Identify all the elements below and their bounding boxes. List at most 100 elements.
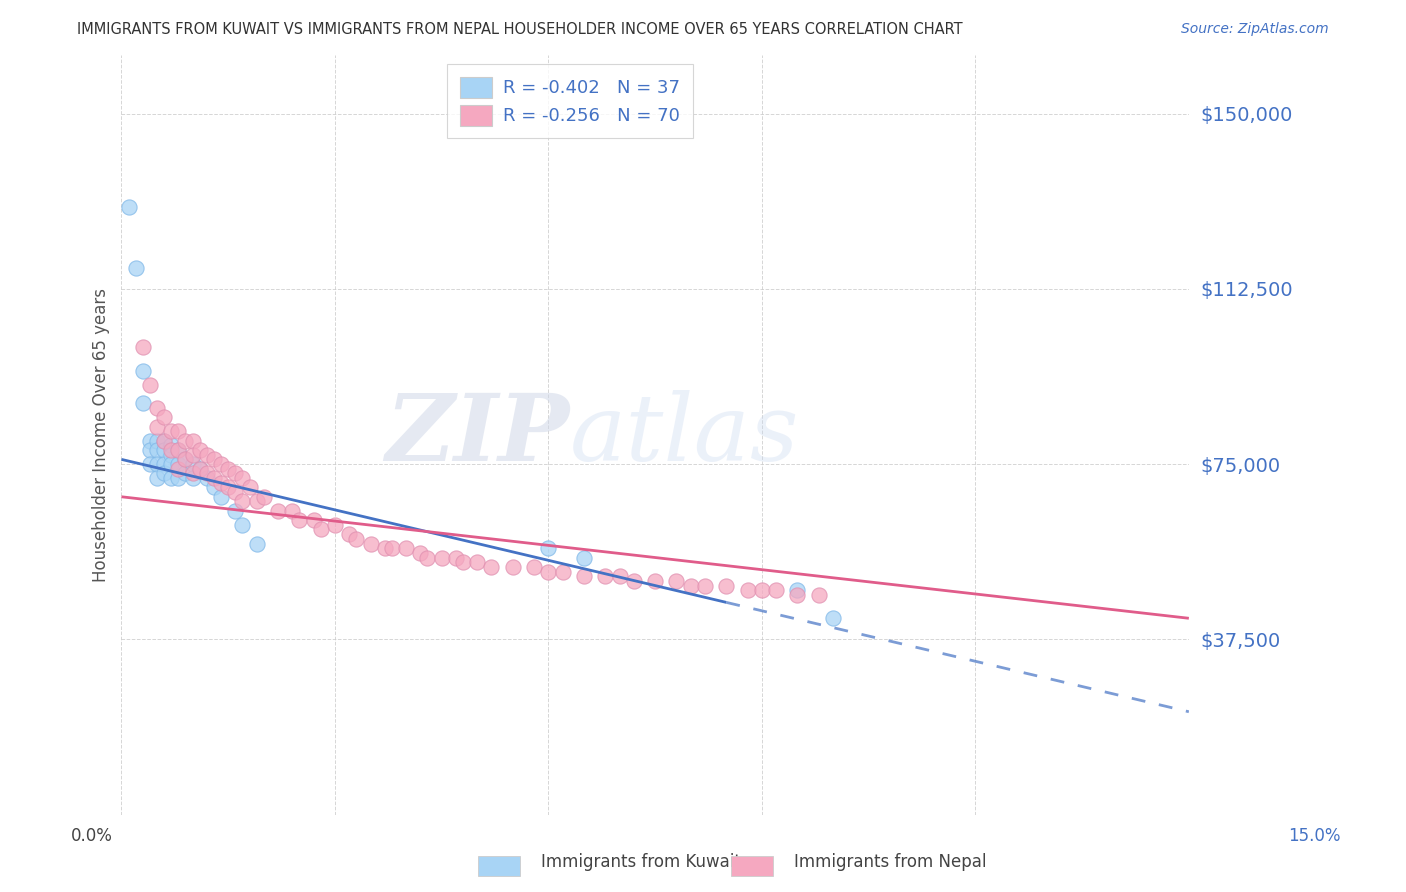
Point <box>174 452 197 467</box>
Point <box>337 527 360 541</box>
Point <box>146 419 169 434</box>
Point <box>167 471 190 485</box>
Point <box>153 410 176 425</box>
Point <box>132 363 155 377</box>
Point <box>181 434 204 448</box>
Point <box>217 480 239 494</box>
Point <box>153 434 176 448</box>
Point <box>502 560 524 574</box>
Point <box>609 569 631 583</box>
Point <box>153 467 176 481</box>
Point <box>572 550 595 565</box>
Point <box>238 480 260 494</box>
Point <box>160 457 183 471</box>
Point <box>302 513 325 527</box>
Point <box>281 504 304 518</box>
Point <box>821 611 844 625</box>
Point <box>309 523 332 537</box>
Point <box>160 438 183 452</box>
Point <box>217 461 239 475</box>
Point <box>465 555 488 569</box>
Point <box>181 457 204 471</box>
Point <box>430 550 453 565</box>
Point <box>209 475 232 490</box>
Point <box>267 504 290 518</box>
Point <box>246 536 269 550</box>
Point <box>181 448 204 462</box>
Point <box>209 490 232 504</box>
Point <box>665 574 688 588</box>
Point <box>786 588 808 602</box>
Point <box>523 560 546 574</box>
Point <box>344 532 367 546</box>
Point <box>124 260 146 275</box>
Point <box>224 467 246 481</box>
Text: 15.0%: 15.0% <box>1288 827 1341 845</box>
Point <box>160 425 183 439</box>
Point <box>572 569 595 583</box>
Point <box>181 467 204 481</box>
Y-axis label: Householder Income Over 65 years: Householder Income Over 65 years <box>93 288 110 582</box>
Point <box>195 467 218 481</box>
Point <box>374 541 396 556</box>
Point <box>160 443 183 458</box>
Point <box>160 471 183 485</box>
Text: Source: ZipAtlas.com: Source: ZipAtlas.com <box>1181 22 1329 37</box>
Point <box>146 401 169 415</box>
Point <box>765 583 787 598</box>
Text: ZIP: ZIP <box>385 390 569 480</box>
Point <box>416 550 439 565</box>
Point <box>139 434 162 448</box>
Point <box>139 377 162 392</box>
Point <box>153 457 176 471</box>
Point <box>167 461 190 475</box>
Point <box>224 485 246 500</box>
Point <box>537 565 560 579</box>
Point <box>551 565 574 579</box>
Point <box>202 480 225 494</box>
Point <box>174 452 197 467</box>
Point <box>644 574 666 588</box>
Point <box>451 555 474 569</box>
Point <box>807 588 830 602</box>
Point <box>188 461 211 475</box>
Point <box>174 434 197 448</box>
Point <box>737 583 759 598</box>
Point <box>167 443 190 458</box>
Point <box>132 340 155 354</box>
Point <box>146 457 169 471</box>
Point <box>360 536 382 550</box>
Point <box>195 471 218 485</box>
Point <box>395 541 418 556</box>
Point <box>188 443 211 458</box>
Point <box>202 452 225 467</box>
Point <box>623 574 645 588</box>
Point <box>139 457 162 471</box>
Point <box>160 448 183 462</box>
Point <box>153 443 176 458</box>
Point <box>209 457 232 471</box>
Point <box>679 578 702 592</box>
Point <box>224 504 246 518</box>
Point <box>288 513 311 527</box>
Point <box>139 443 162 458</box>
Point <box>231 471 253 485</box>
Point <box>786 583 808 598</box>
Point <box>537 541 560 556</box>
Text: Immigrants from Kuwait: Immigrants from Kuwait <box>541 853 741 871</box>
Point <box>146 434 169 448</box>
Point <box>246 494 269 508</box>
Point <box>167 425 190 439</box>
Point <box>181 471 204 485</box>
Point <box>595 569 617 583</box>
Point <box>253 490 276 504</box>
Point <box>167 443 190 458</box>
Point <box>117 200 139 214</box>
Point <box>202 471 225 485</box>
Text: 0.0%: 0.0% <box>70 827 112 845</box>
Point <box>231 494 253 508</box>
Point <box>323 517 346 532</box>
Point <box>195 448 218 462</box>
Point <box>146 471 169 485</box>
Text: atlas: atlas <box>569 390 799 480</box>
